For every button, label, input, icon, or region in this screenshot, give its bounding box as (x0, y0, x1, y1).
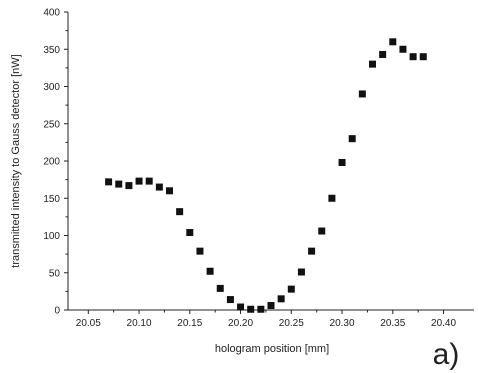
y-tick-label: 350 (43, 45, 60, 56)
x-tick-label: 20.35 (380, 318, 405, 329)
data-point (216, 284, 224, 292)
data-point (247, 305, 255, 313)
data-point (379, 50, 387, 58)
data-point (297, 268, 305, 276)
data-point (338, 158, 346, 166)
data-point (155, 183, 163, 191)
x-tick-label: 20.25 (279, 318, 304, 329)
data-point (389, 38, 397, 46)
panel-label: a) (433, 338, 460, 371)
data-point (409, 53, 417, 61)
data-point (226, 296, 234, 304)
data-points (105, 38, 427, 313)
data-point (145, 177, 153, 185)
data-point (287, 285, 295, 293)
y-tick-label: 150 (43, 194, 60, 205)
y-tick-label: 300 (43, 82, 60, 93)
y-tick-label: 250 (43, 119, 60, 130)
y-tick-label: 100 (43, 231, 60, 242)
data-point (308, 247, 316, 255)
x-axis-ticks: 20.05 20.10 20.15 20.20 20.25 20.30 20.35 20.40 (76, 310, 456, 329)
data-point (105, 178, 113, 186)
data-point (318, 227, 326, 235)
y-tick-label: 400 (43, 8, 60, 19)
data-point (328, 194, 336, 202)
y-tick-label: 200 (43, 157, 60, 168)
data-point (237, 303, 245, 311)
data-point (419, 53, 427, 61)
x-axis-label: hologram position [mm] (215, 343, 329, 355)
data-point (369, 60, 376, 68)
x-tick-label: 20.15 (177, 318, 202, 329)
data-point (186, 229, 194, 237)
y-axis-ticks: 0 50 100 150 200 250 300 350 400 (43, 8, 68, 317)
y-tick-label: 50 (49, 268, 61, 279)
data-point (358, 90, 366, 98)
x-tick-label: 20.20 (228, 318, 253, 329)
data-point (176, 208, 184, 216)
data-point (277, 295, 285, 303)
data-point (125, 182, 133, 190)
data-point (267, 302, 275, 310)
data-point (257, 305, 265, 313)
data-point (348, 135, 356, 143)
y-axis-label: transmitted intensity to Gauss detector … (10, 54, 22, 267)
x-tick-label: 20.40 (431, 318, 456, 329)
y-tick-label: 0 (54, 306, 60, 317)
data-point (206, 267, 214, 275)
x-tick-label: 20.30 (330, 318, 355, 329)
x-tick-label: 20.05 (76, 318, 101, 329)
x-tick-label: 20.10 (127, 318, 152, 329)
data-point (196, 247, 204, 255)
data-point (399, 45, 407, 53)
data-point (115, 180, 123, 188)
data-point (166, 187, 173, 195)
data-point (135, 177, 143, 185)
